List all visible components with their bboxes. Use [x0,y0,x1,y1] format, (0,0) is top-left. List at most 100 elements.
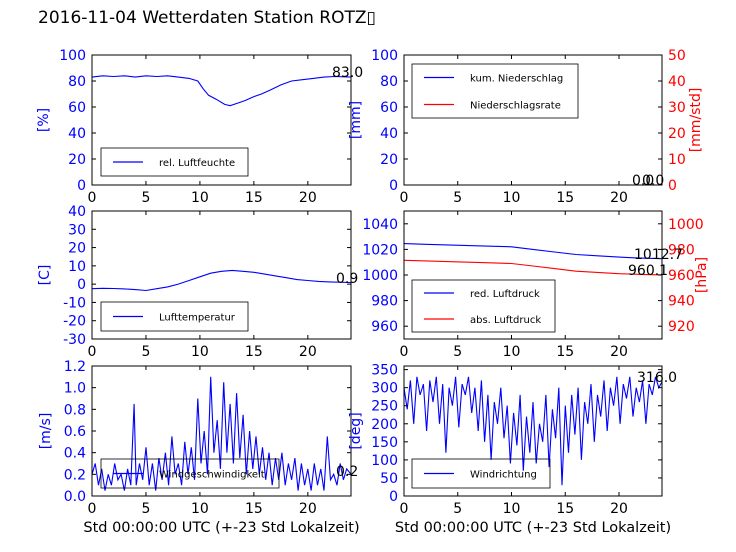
y-tick-label-right: 40 [668,74,686,90]
x-tick-label: 20 [610,501,628,517]
y-axis-label: [C] [37,265,53,286]
y-tick-label-right: 0 [668,178,677,194]
x-tick-label: 5 [453,344,462,360]
figure-title: 2016-11-04 Wetterdaten Station ROTZ▯ [38,8,376,28]
y-tick-label-right: 1000 [668,217,704,233]
y-tick-label: 100 [59,48,86,64]
legend-label: Lufttemperatur [159,313,236,324]
y-tick-label: 960 [371,319,398,335]
x-tick-label: 20 [299,190,317,206]
y-axis-label: [deg] [348,412,364,449]
series-line [404,259,662,276]
y-tick-label: 60 [68,100,86,116]
y-tick-label: 10 [68,259,86,275]
x-tick-label: 10 [503,190,521,206]
x-tick-label: 15 [556,344,574,360]
x-tick-label: 10 [503,501,521,517]
y-tick-label-right: 940 [668,294,695,310]
axes-frame [91,210,352,340]
series-line [404,376,662,486]
series-line [404,243,662,260]
y-tick-label: 0.6 [64,424,86,440]
y-tick-label: 30 [68,222,86,238]
last-value-label: 1012.7 [634,247,683,263]
legend-box [100,458,280,489]
y-tick-label-right: 50 [668,48,686,64]
x-tick-label: 5 [141,501,150,517]
y-tick-label: 1020 [362,242,398,258]
last-value-label: 0.0 [632,173,654,189]
x-tick-label: 0 [88,501,97,517]
axes-frame [91,54,352,186]
last-value-label: 0.0 [642,173,664,189]
y-tick-label: 300 [371,381,398,397]
x-tick-label: 20 [299,501,317,517]
x-tick-label: 15 [556,501,574,517]
x-tick-label: 0 [400,501,409,517]
y-tick-label: 20 [68,152,86,168]
x-tick-label: 0 [400,344,409,360]
x-tick-label: 5 [141,190,150,206]
y-tick-label: 20 [380,152,398,168]
y-tick-label-right: 20 [668,126,686,142]
y-tick-label: 0.2 [64,467,86,483]
legend-label: Windrichtung [470,470,537,481]
last-value-label: 960.1 [628,263,668,279]
y-tick-label: 0 [389,178,398,194]
axes-frame [403,54,663,186]
y-tick-label: -10 [63,295,86,311]
y-tick-label: 80 [68,74,86,90]
axes-frame [403,365,663,497]
y-tick-label-right: 10 [668,152,686,168]
x-tick-label: 5 [141,344,150,360]
y-tick-label: 1040 [362,217,398,233]
y-tick-label: 60 [380,100,398,116]
y-tick-label: 50 [380,471,398,487]
last-value-label: 0.2 [336,464,358,480]
y-tick-label: 40 [380,126,398,142]
y-tick-label: 0.4 [64,446,86,462]
legend-label: kum. Niederschlag [470,74,563,85]
y-tick-label: 40 [68,126,86,142]
x-tick-label: 15 [245,344,263,360]
y-tick-label-right: 960 [668,268,695,284]
legend-label: abs. Luftdruck [470,315,541,326]
x-tick-label: 0 [400,190,409,206]
legend-label: Niederschlagsrate [470,101,561,112]
legend-label: red. Luftdruck [470,289,540,300]
y-tick-label: 0 [77,178,86,194]
y-tick-label: 1.0 [64,381,86,397]
legend-box [411,458,551,489]
y-tick-label: 100 [371,453,398,469]
legend-box [100,301,249,332]
x-tick-label: 10 [191,344,209,360]
y-tick-label: 1000 [362,268,398,284]
legend-label: rel. Luftfeuchte [159,158,235,169]
x-tick-label: 15 [245,190,263,206]
y-tick-label: 40 [68,204,86,220]
x-tick-label: 20 [610,344,628,360]
panel-wind_speed: 0 5 10 15 20 0.0 0.2 0.4 0.6 0.8 1.0 1.2 [m/s] Std 00… [38,359,360,536]
last-value-label: 0.9 [336,271,358,287]
x-tick-label: 10 [503,344,521,360]
series-line [92,376,351,491]
y-tick-label: 1.2 [64,359,86,375]
x-tick-label: 5 [453,501,462,517]
y-tick-label: 150 [371,435,398,451]
last-value-label: 83.0 [332,65,363,81]
y-tick-label-right: 980 [668,242,695,258]
x-tick-label: 10 [191,190,209,206]
y-axis-label-right: [hPa] [694,257,710,293]
legend-box [411,279,556,333]
y-axis-label-right: [mm/std] [688,88,704,153]
y-tick-label: 980 [371,294,398,310]
y-tick-label-right: 30 [668,100,686,116]
y-tick-label: -30 [63,332,86,348]
y-tick-label: 0 [77,277,86,293]
x-tick-label: 0 [88,190,97,206]
y-tick-label: 250 [371,399,398,415]
x-tick-label: 15 [556,190,574,206]
last-value-label: 316.0 [637,370,677,386]
y-axis-label: [mm] [348,101,364,139]
